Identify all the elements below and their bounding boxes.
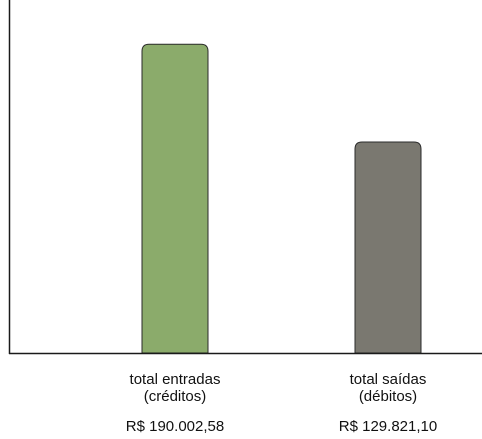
category-label-1-line-2: (créditos) (144, 388, 207, 405)
category-label-2-line-2: (débitos) (359, 388, 417, 405)
category-label-1-line-1: total entradas (130, 371, 221, 388)
bar-1 (141, 43, 209, 354)
category-label-2-line-1: total saídas (350, 371, 427, 388)
bar-2 (354, 141, 422, 354)
bars-group (141, 43, 422, 354)
value-label-2: R$ 129.821,10 (339, 418, 437, 435)
category-labels-group: total entradas(créditos) R$ 190.002,58 tot… (126, 371, 437, 435)
value-label-1: R$ 190.002,58 (126, 418, 224, 435)
